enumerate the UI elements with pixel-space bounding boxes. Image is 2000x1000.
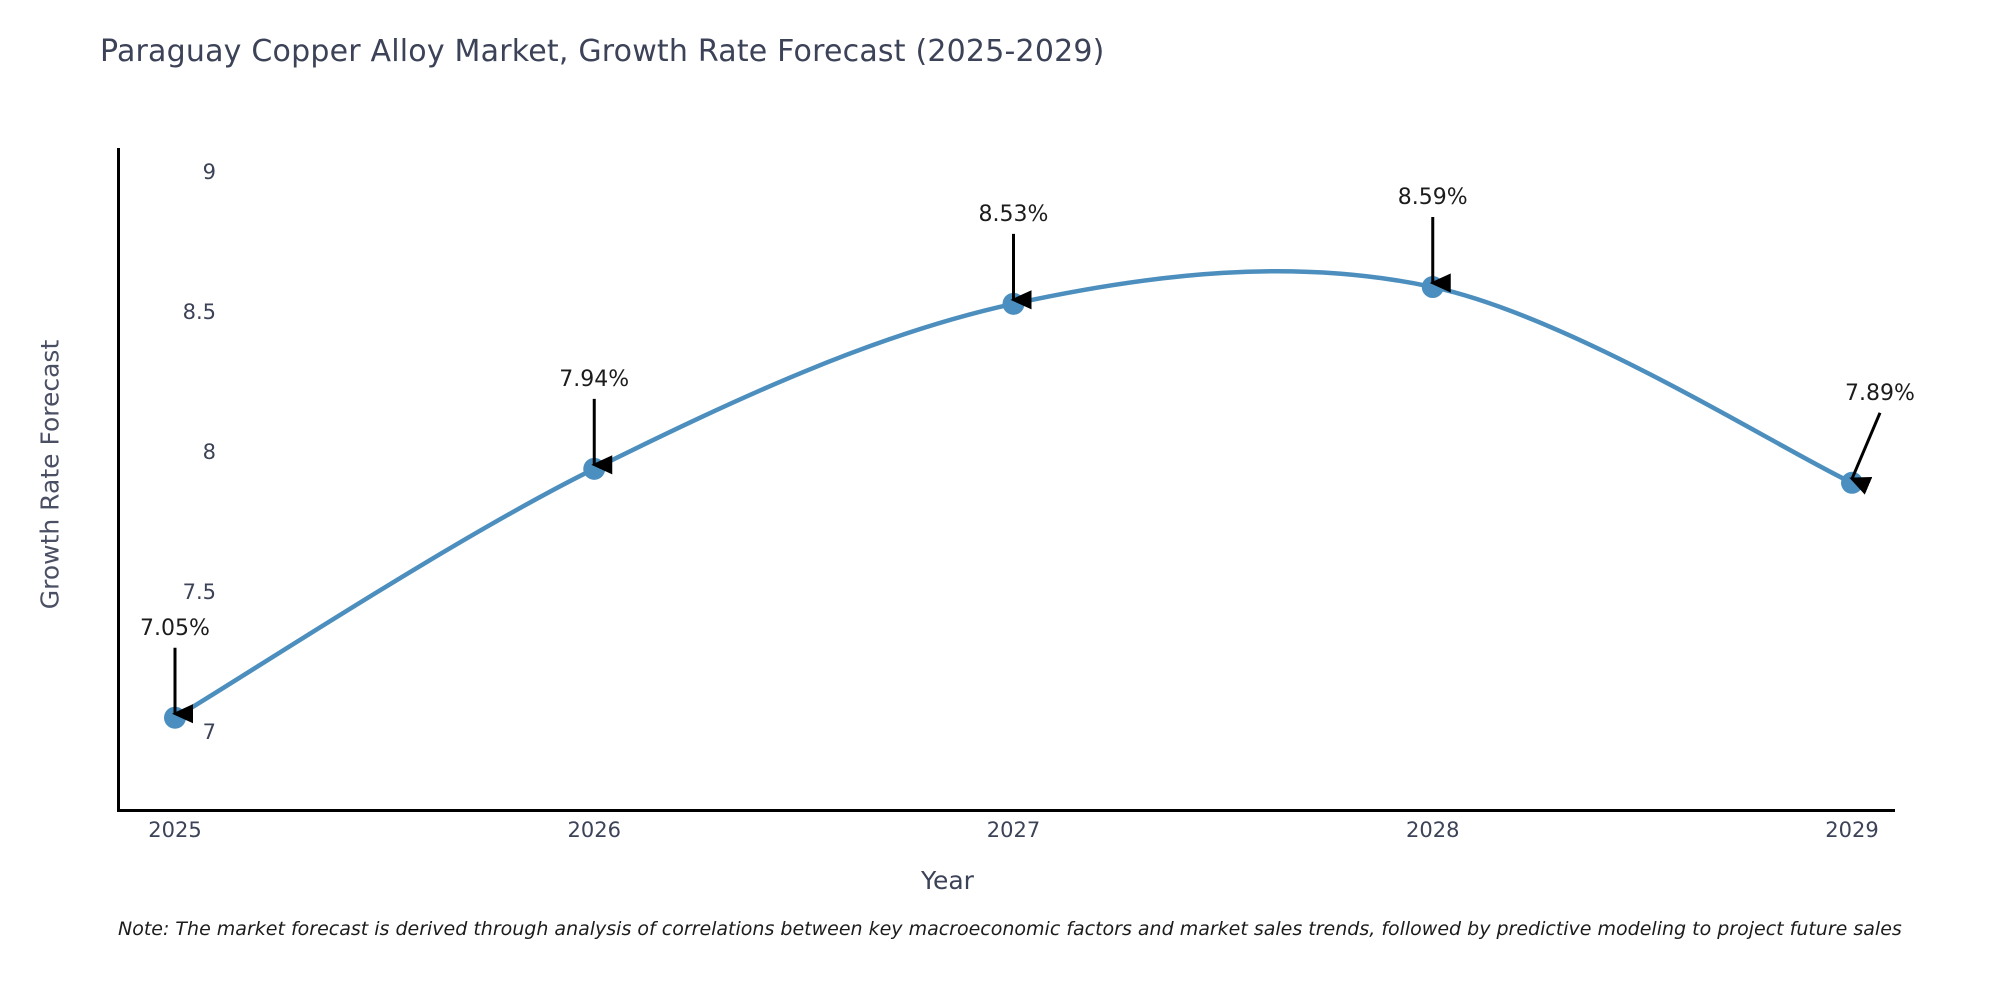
x-tick-label: 2028 — [1406, 818, 1460, 842]
x-axis-line — [117, 809, 1895, 812]
annotation-arrow — [1849, 412, 1882, 495]
y-tick-labels: 7 7.5 8 8.5 9 — [146, 150, 216, 810]
data-point-label: 8.59% — [1397, 185, 1468, 211]
y-tick-label: 7 — [202, 719, 216, 744]
x-tick-label: 2029 — [1825, 818, 1879, 842]
chart-footnote: Note: The market forecast is derived thr… — [118, 918, 1902, 940]
data-point-markers — [164, 276, 1863, 729]
annotation-arrows — [172, 217, 1882, 724]
data-point-label: 7.05% — [140, 615, 210, 641]
plot-area: 7 7.5 8 8.5 9 — [118, 150, 1895, 810]
x-axis-title: Year — [921, 866, 974, 895]
x-tick-label: 2025 — [148, 818, 202, 842]
data-point-label: 8.53% — [978, 201, 1049, 227]
y-tick-label: 9 — [202, 160, 216, 185]
data-point-label: 7.94% — [559, 366, 630, 392]
chart-title: Paraguay Copper Alloy Market, Growth Rat… — [100, 34, 1105, 69]
y-tick-label: 8.5 — [182, 300, 216, 325]
y-tick-label: 8 — [202, 440, 216, 465]
x-tick-label: 2026 — [567, 818, 621, 842]
line-series-path — [172, 269, 1855, 720]
x-tick-label: 2027 — [986, 818, 1041, 842]
y-axis-line — [117, 148, 120, 812]
y-tick-label: 7.5 — [182, 579, 216, 604]
data-point-label: 7.89% — [1845, 380, 1915, 406]
